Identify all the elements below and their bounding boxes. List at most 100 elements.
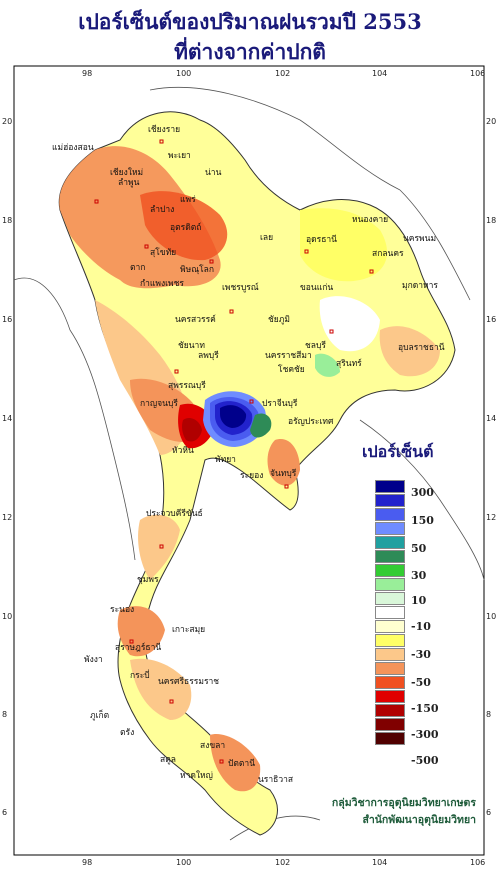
place-label: พังงา (84, 655, 103, 665)
legend-swatch (375, 480, 405, 493)
legend-swatch (375, 550, 405, 563)
place-label: ปราจีนบุรี (262, 398, 298, 409)
place-label: ระยอง (240, 471, 263, 481)
place-label: แม่ฮ่องสอน (52, 143, 94, 153)
legend-label: 50 (411, 542, 427, 555)
legend-swatch (375, 704, 405, 717)
place-label: พัทยา (215, 455, 236, 465)
legend-label: -30 (411, 648, 431, 661)
lat-tick: 16 (486, 315, 496, 324)
place-label: เชียงใหม่ (110, 167, 143, 178)
place-label: นครสวรรค์ (175, 314, 216, 325)
place-label: เกาะสมุย (172, 625, 205, 635)
lat-tick: 8 (486, 710, 491, 719)
lat-tick: 14 (486, 414, 496, 423)
lat-tick: 6 (486, 808, 491, 817)
legend-label: -500 (411, 754, 439, 767)
legend-label: 300 (411, 486, 434, 499)
legend-swatch (375, 634, 405, 647)
lon-tick: 104 (372, 69, 387, 78)
legend-label: -10 (411, 620, 431, 633)
lat-tick: 6 (2, 808, 7, 817)
place-label: หาดใหญ่ (180, 770, 213, 781)
place-label: กำแพงเพชร (140, 279, 184, 289)
place-label: ขอนแก่น (300, 283, 333, 293)
place-label: สุรินทร์ (336, 358, 362, 369)
credit-line2: สำนักพัฒนาอุตุนิยมวิทยา (362, 814, 476, 826)
place-label: โชคชัย (278, 364, 305, 375)
map-title-line1: เปอร์เซ็นต์ของปริมาณฝนรวมปี 2553 (78, 9, 422, 34)
lat-tick: 18 (2, 216, 12, 225)
place-label: เชียงราย (148, 124, 180, 135)
place-label: พิษณุโลก (180, 264, 214, 275)
legend-label: 30 (411, 569, 427, 582)
place-label: นครศรีธรรมราช (158, 676, 219, 687)
place-label: หนองคาย (352, 215, 388, 225)
lon-tick: 106 (470, 69, 485, 78)
legend-swatch (375, 564, 405, 577)
lat-tick: 10 (486, 612, 496, 621)
place-label: ชลบุรี (305, 340, 326, 351)
place-label: ลำปาง (150, 205, 174, 215)
place-label: จันทบุรี (270, 468, 297, 479)
place-label: ลพบุรี (198, 350, 219, 361)
place-label: เพชรบูรณ์ (222, 282, 259, 293)
lon-axis: 98 100 102 104 106 98 100 102 104 106 (82, 69, 485, 867)
legend-title: เปอร์เซ็นต์ (362, 442, 434, 461)
lat-axis: 20 18 16 14 12 10 8 6 20 18 16 14 12 10 … (2, 117, 496, 817)
place-label: ประจวบคีรีขันธ์ (146, 508, 203, 519)
legend-swatch (375, 648, 405, 661)
place-label: อุดรธานี (306, 234, 337, 245)
place-label: นครพนม (403, 234, 436, 244)
lat-tick: 18 (486, 216, 496, 225)
place-label: มุกดาหาร (402, 281, 438, 291)
legend-swatch (375, 508, 405, 521)
place-label: สุพรรณบุรี (168, 380, 206, 391)
lat-tick: 16 (2, 315, 12, 324)
place-label: เลย (260, 233, 273, 243)
place-label: ลำพูน (118, 178, 140, 188)
lat-tick: 8 (2, 710, 7, 719)
legend-label: -150 (411, 702, 439, 715)
neighbor-borders (13, 87, 485, 841)
lon-tick: 98 (82, 858, 92, 867)
lon-tick: 100 (176, 69, 191, 78)
legend-swatch (375, 718, 405, 731)
place-label: สุราษฎร์ธานี (115, 642, 161, 653)
place-label: ชุมพร (137, 575, 159, 585)
legend-label: -50 (411, 676, 431, 689)
place-label: ปัตตานี (228, 758, 255, 769)
legend-swatch (375, 578, 405, 591)
lon-tick: 100 (176, 858, 191, 867)
place-label: พะเยา (168, 151, 191, 161)
rainfall-map (58, 111, 456, 836)
place-label: อุบลราชธานี (398, 342, 445, 353)
place-label: สุโขทัย (150, 247, 176, 258)
place-label: กระบี่ (130, 669, 150, 681)
place-label: ชัยนาท (178, 341, 205, 351)
place-label: สกลนคร (372, 249, 404, 259)
legend-swatch (375, 536, 405, 549)
place-label: สตูล (160, 755, 176, 765)
legend-label: 150 (411, 514, 434, 527)
legend-swatch (375, 690, 405, 703)
lon-tick: 104 (372, 858, 387, 867)
lon-tick: 102 (275, 69, 290, 78)
place-label: อรัญประเทศ (288, 417, 334, 427)
legend-label: -300 (411, 728, 439, 741)
legend-swatch (375, 592, 405, 605)
place-label: นราธิวาส (258, 775, 294, 785)
place-label: ตาก (130, 263, 145, 273)
legend-swatch (375, 620, 405, 633)
map-title-line2: ที่ต่างจากค่าปกติ (174, 39, 326, 64)
legend-swatch (375, 732, 405, 745)
place-label: อุตรดิตถ์ (170, 222, 201, 233)
place-label: ภูเก็ต (90, 709, 109, 721)
lat-tick: 10 (2, 612, 12, 621)
legend-swatch (375, 522, 405, 535)
place-label: ตรัง (120, 728, 134, 738)
place-label: แพร่ (180, 195, 196, 205)
credit-line1: กลุ่มวิชาการอุตุนิยมวิทยาเกษตร (331, 797, 476, 809)
place-label: ระนอง (110, 605, 134, 615)
